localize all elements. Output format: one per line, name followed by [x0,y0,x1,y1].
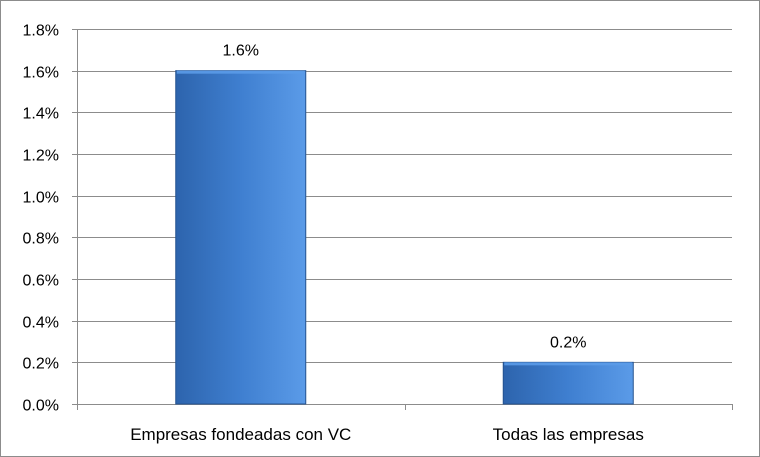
y-tick-label: 1.2% [23,148,59,165]
y-tick-label: 1.8% [23,23,59,40]
axes [72,29,733,410]
y-tick-label: 0.4% [23,315,59,332]
y-tick-label: 0.6% [23,273,59,290]
y-tick-label: 1.6% [23,65,59,82]
bar-highlight [176,70,305,74]
bar [502,361,634,405]
bars [175,70,634,405]
y-tick-label: 1.4% [23,106,59,123]
x-category-label: Todas las empresas [493,425,644,444]
labels: 0.0% 0.2% 0.4% 0.6% 0.8% 1.0% 1.2% 1.4% 1.6% 1.8%… [23,23,644,445]
y-tick-label: 0.0% [23,398,59,415]
y-tick-label: 0.8% [23,231,59,248]
bar-highlight [504,362,633,366]
data-label: 1.6% [223,43,259,60]
bar [175,70,307,405]
x-category-label: Empresas fondeadas con VC [130,425,351,444]
y-tick-label: 0.2% [23,356,59,373]
y-tick-label: 1.0% [23,190,59,207]
data-label: 0.2% [550,334,586,351]
